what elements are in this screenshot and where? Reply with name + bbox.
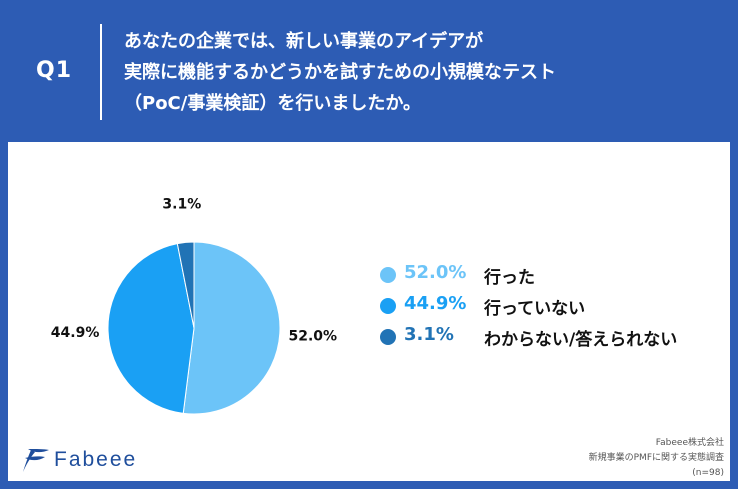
question-text: あなたの企業では、新しい事業のアイデアが 実際に機能するかどうかを試すための小規…: [124, 26, 724, 119]
legend-dot-icon: [380, 267, 396, 283]
source-sample: (n=98): [692, 468, 724, 478]
fabeee-logo-icon: [23, 449, 49, 472]
legend-label: 行った: [484, 268, 535, 288]
question-line-1: あなたの企業では、新しい事業のアイデアが: [124, 31, 484, 52]
source-company: Fabeee株式会社: [655, 438, 724, 448]
legend-dot-icon: [380, 329, 396, 345]
question-line-3: （PoC/事業検証）を行いましたか。: [124, 93, 421, 114]
legend-label: わからない/答えられない: [484, 330, 678, 350]
pie-label-not-done: 44.9%: [51, 325, 100, 341]
source-note: Fabeee株式会社 新規事業のPMFに関する実態調査 (n=98): [589, 436, 724, 481]
question-header: Q1 あなたの企業では、新しい事業のアイデアが 実際に機能するかどうかを試すため…: [0, 0, 738, 138]
header-divider: [100, 24, 102, 120]
pie-slice-done: [182, 241, 281, 415]
question-number: Q1: [36, 58, 73, 83]
pie-slice-unknown: [176, 241, 195, 329]
pie-slice-not-done: [107, 243, 195, 414]
legend-percent: 52.0%: [404, 262, 467, 283]
source-survey: 新規事業のPMFに関する実態調査: [588, 453, 724, 463]
legend-label: 行っていない: [484, 299, 586, 319]
question-line-2: 実際に機能するかどうかを試すための小規模なテスト: [124, 62, 556, 83]
legend-dot-icon: [380, 298, 396, 314]
legend-percent: 3.1%: [404, 324, 454, 345]
legend-percent: 44.9%: [404, 293, 467, 314]
pie-chart: 52.0% 44.9% 3.1%: [51, 197, 337, 415]
pie-label-done: 52.0%: [288, 328, 337, 344]
brand-name: Fabeee: [54, 448, 138, 471]
pie-label-unknown: 3.1%: [162, 197, 201, 213]
chart-card: 52.0% 44.9% 3.1% 52.0% 行った 44.9% 行っていない 3.…: [8, 142, 730, 481]
